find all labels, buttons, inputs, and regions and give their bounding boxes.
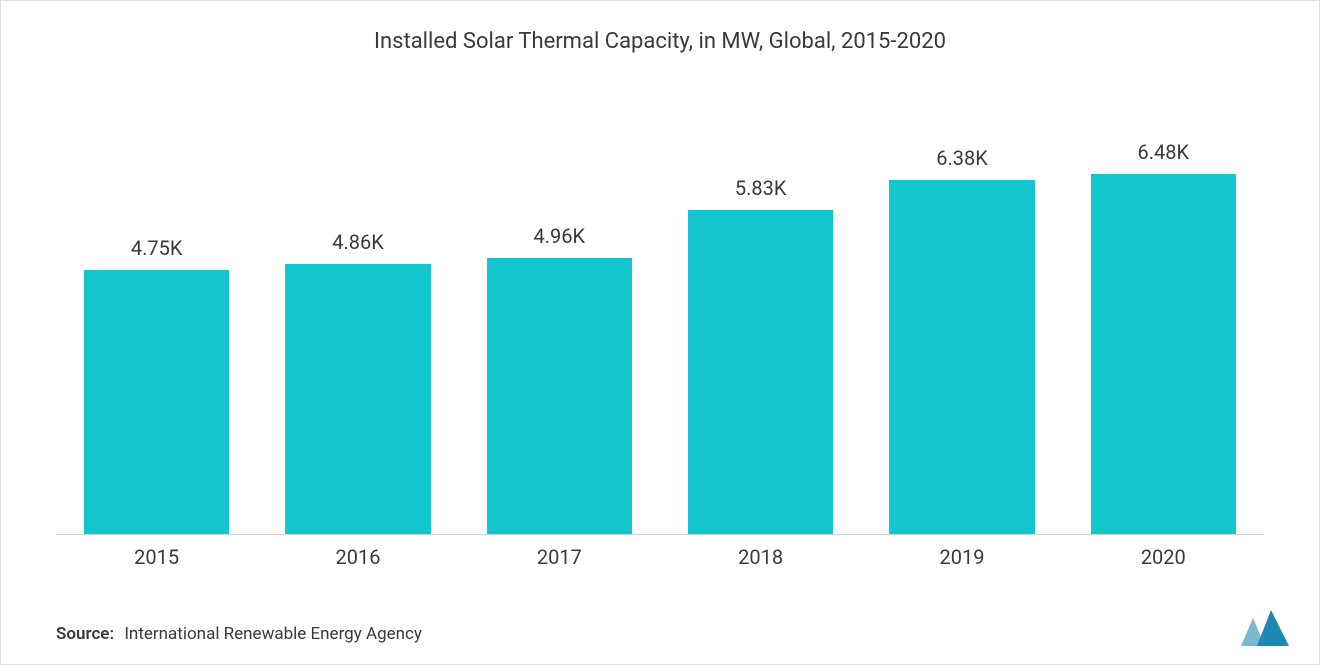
- bar-1: [285, 264, 430, 534]
- x-axis-label: 2016: [257, 535, 458, 569]
- source-label: Source:: [56, 624, 114, 644]
- bar-group: 4.75K: [56, 121, 257, 534]
- bar-group: 5.83K: [660, 121, 861, 534]
- bar-2: [487, 258, 632, 534]
- bar-group: 4.86K: [257, 121, 458, 534]
- bar-value-label: 5.83K: [735, 176, 787, 200]
- x-axis-label: 2019: [861, 535, 1062, 569]
- bar-3: [688, 210, 833, 534]
- bar-group: 4.96K: [459, 121, 660, 534]
- source-footer: Source: International Renewable Energy A…: [56, 624, 422, 644]
- brand-logo-icon: [1241, 610, 1289, 646]
- bar-group: 6.38K: [861, 121, 1062, 534]
- bar-group: 6.48K: [1063, 121, 1264, 534]
- bar-value-label: 6.38K: [936, 146, 988, 170]
- x-axis-label: 2017: [459, 535, 660, 569]
- bar-4: [889, 180, 1034, 534]
- source-text: International Renewable Energy Agency: [124, 624, 422, 644]
- chart-plot-area: 4.75K 4.86K 4.96K 5.83K 6.38K 6.48K: [56, 121, 1264, 534]
- x-axis: 2015 2016 2017 2018 2019 2020: [56, 534, 1264, 569]
- bar-value-label: 4.96K: [534, 224, 586, 248]
- bar-5: [1091, 174, 1236, 534]
- bar-value-label: 4.75K: [131, 236, 183, 260]
- bar-0: [84, 270, 229, 534]
- bar-value-label: 4.86K: [332, 230, 384, 254]
- x-axis-label: 2020: [1063, 535, 1264, 569]
- x-axis-label: 2015: [56, 535, 257, 569]
- chart-title: Installed Solar Thermal Capacity, in MW,…: [1, 1, 1319, 54]
- x-axis-label: 2018: [660, 535, 861, 569]
- bar-value-label: 6.48K: [1138, 140, 1190, 164]
